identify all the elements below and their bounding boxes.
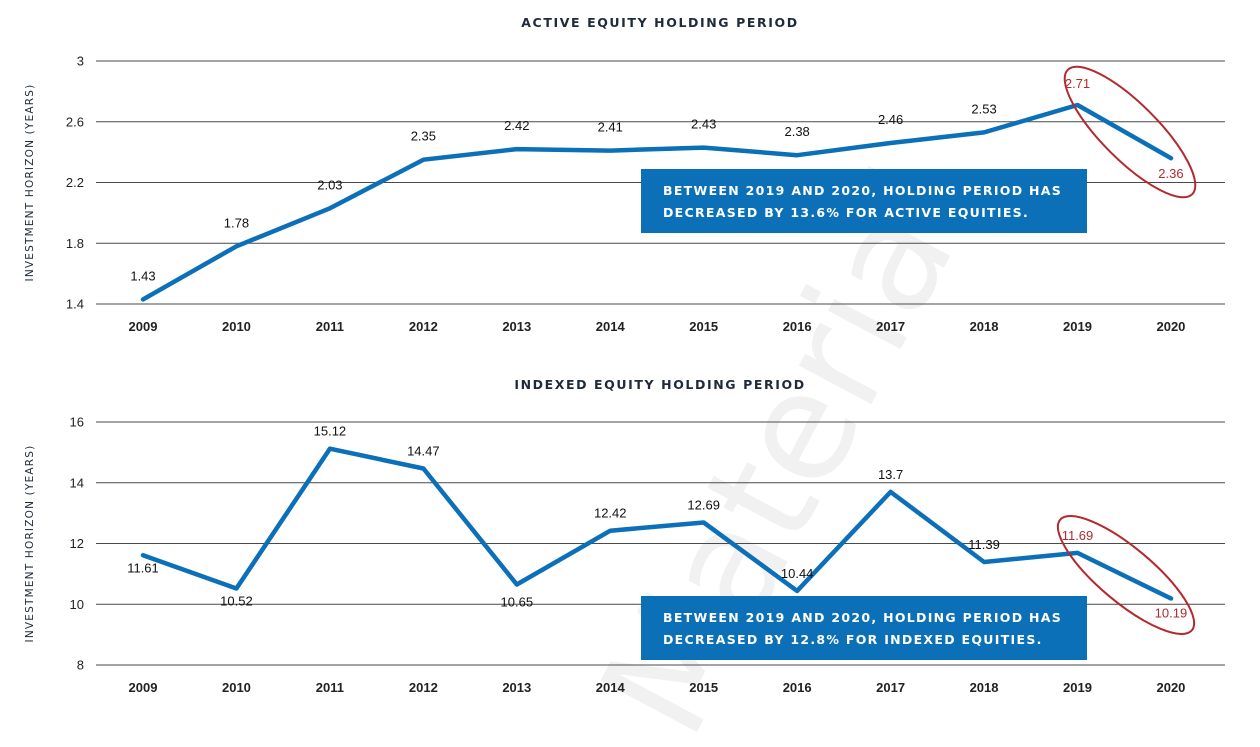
highlight-ring [1063,65,1197,199]
series-line [140,102,1174,302]
annotation-box [641,169,1087,233]
annotation-line-2: DECREASED BY 13.6% FOR ACTIVE EQUITIES. [663,205,1029,220]
x-tick-label: 2020 [1156,680,1185,695]
x-tick-label: 2015 [689,319,718,334]
data-label: 2.42 [504,118,529,133]
x-tick-label: 2012 [409,319,438,334]
x-tick-label: 2016 [783,319,812,334]
data-label: 10.65 [501,595,534,610]
x-tick-label: 2012 [409,680,438,695]
x-tick-label: 2011 [316,680,344,695]
x-tick-label: 2016 [783,680,812,695]
y-tick-label: 8 [77,658,84,673]
x-tick-label: 2009 [129,680,158,695]
data-label: 12.42 [594,506,627,521]
data-label: 2.43 [691,117,716,132]
data-label: 14.47 [407,443,440,458]
chart-title: ACTIVE EQUITY HOLDING PERIOD [521,15,798,30]
data-label: 11.39 [968,537,1000,552]
data-label: 11.69 [1062,528,1094,543]
data-label: 10.19 [1155,605,1188,620]
data-label: 12.69 [687,498,720,513]
data-label: 10.52 [220,593,253,608]
x-tick-label: 2014 [596,319,626,334]
x-tick-label: 2017 [876,319,905,334]
data-label: 2.71 [1065,76,1090,91]
data-label: 2.03 [317,177,342,192]
y-tick-label: 1.4 [66,297,84,312]
x-tick-label: 2019 [1063,319,1092,334]
y-tick-label: 10 [70,597,84,612]
y-tick-label: 14 [70,475,84,490]
x-tick-label: 2011 [316,319,344,334]
series-line [140,446,1174,601]
y-axis-label: INVESTMENT HORIZON (YEARS) [24,445,36,643]
x-tick-label: 2019 [1063,680,1092,695]
data-label: 2.41 [598,120,623,135]
x-tick-label: 2010 [222,680,251,695]
data-label: 1.43 [130,268,155,283]
chart-title: INDEXED EQUITY HOLDING PERIOD [514,377,805,392]
x-tick-label: 2017 [876,680,905,695]
x-tick-label: 2018 [970,319,999,334]
x-tick-label: 2018 [970,680,999,695]
data-label: 2.36 [1158,166,1183,181]
data-label: 10.44 [781,566,814,581]
annotation-line-1: BETWEEN 2019 AND 2020, HOLDING PERIOD HA… [663,610,1062,625]
y-tick-label: 2.2 [66,175,84,190]
x-tick-label: 2014 [596,680,626,695]
x-tick-label: 2013 [502,319,531,334]
annotation-box [641,596,1087,660]
data-label: 2.53 [971,101,996,116]
x-tick-label: 2020 [1156,319,1185,334]
y-tick-label: 3 [77,54,84,69]
y-tick-label: 1.8 [66,236,84,251]
y-tick-label: 16 [70,415,84,430]
data-label: 2.35 [411,129,436,144]
data-label: 15.12 [314,424,347,439]
x-tick-label: 2013 [502,680,531,695]
x-tick-label: 2015 [689,680,718,695]
x-tick-label: 2010 [222,319,251,334]
annotation-line-1: BETWEEN 2019 AND 2020, HOLDING PERIOD HA… [663,183,1062,198]
y-axis-label: INVESTMENT HORIZON (YEARS) [24,84,36,282]
x-tick-label: 2009 [129,319,158,334]
y-tick-label: 12 [70,536,84,551]
data-label: 2.46 [878,112,903,127]
data-label: 11.61 [127,560,159,575]
annotation-line-2: DECREASED BY 12.8% FOR INDEXED EQUITIES. [663,632,1043,647]
data-label: 13.7 [878,467,903,482]
data-label: 2.38 [784,124,809,139]
data-label: 1.78 [224,215,249,230]
highlight-ring [1056,514,1196,636]
y-tick-label: 2.6 [66,114,84,129]
